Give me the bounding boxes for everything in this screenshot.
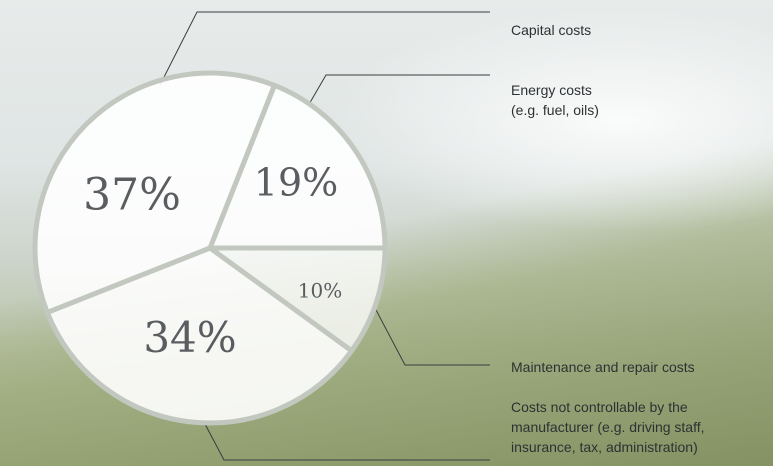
legend-label: Energy costs (e.g. fuel, oils) xyxy=(511,80,599,120)
leader-line xyxy=(308,75,490,106)
leader-line xyxy=(205,424,490,460)
page: {"chart_data": {"type": "pie", "categori… xyxy=(0,0,773,466)
slice-label: 34% xyxy=(143,313,236,362)
legend-label: Capital costs xyxy=(511,20,591,40)
slice-label: 19% xyxy=(254,161,338,205)
slice-label: 37% xyxy=(83,170,181,221)
leader-line xyxy=(375,308,490,365)
legend-label: Costs not controllable by the manufactur… xyxy=(511,397,705,457)
legend-label: Maintenance and repair costs xyxy=(511,357,695,377)
slice-label: 10% xyxy=(298,279,342,303)
